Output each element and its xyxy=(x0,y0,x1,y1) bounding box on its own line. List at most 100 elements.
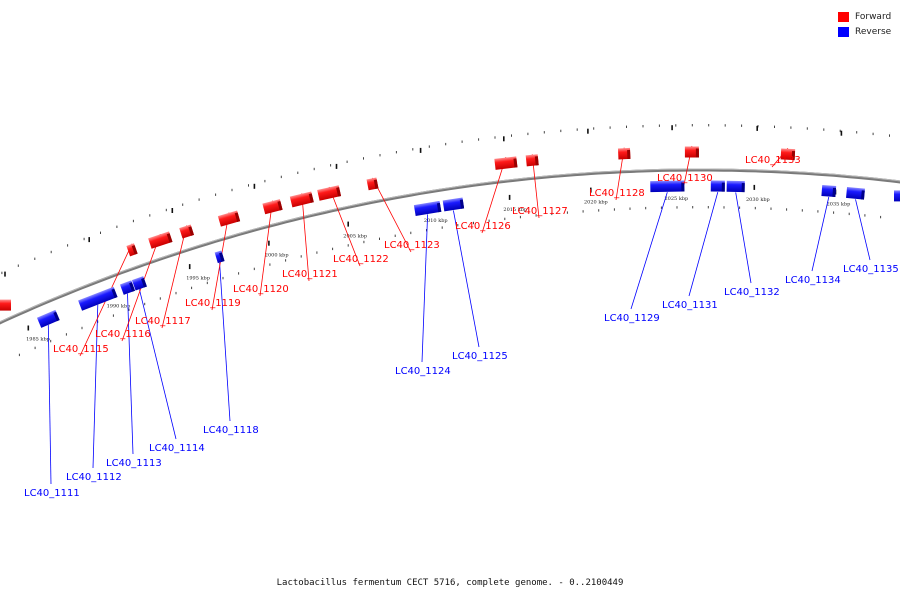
dot-tick-inner xyxy=(582,210,584,213)
major-tick-outer xyxy=(756,125,758,131)
gene-feature-LC40_1122[interactable] xyxy=(317,185,342,201)
leader-line xyxy=(328,186,361,267)
dot-tick-inner xyxy=(598,209,600,212)
dot-tick-inner xyxy=(128,308,130,311)
gene-feature-LC40_1119[interactable] xyxy=(217,210,241,227)
dot-tick-outer xyxy=(428,145,430,148)
forward-swatch xyxy=(838,11,849,22)
tick-label: 2025 kbp xyxy=(665,196,689,202)
dot-tick-outer xyxy=(363,157,364,160)
gene-box-side xyxy=(308,193,314,203)
gene-feature-LC40_1133[interactable] xyxy=(780,148,796,161)
dot-tick-inner xyxy=(410,231,412,235)
leader-line xyxy=(47,324,52,485)
dot-tick-outer xyxy=(280,175,282,179)
leader-line xyxy=(92,304,99,469)
dot-tick-outer xyxy=(790,126,792,129)
gene-feature-LC40_1114[interactable] xyxy=(131,276,147,291)
dot-tick-inner xyxy=(770,207,772,210)
gene-feature-LC40_1135[interactable] xyxy=(846,186,865,200)
gene-feature-LC40_1115[interactable] xyxy=(126,243,138,257)
major-tick-outer xyxy=(587,128,589,134)
gene-feature-LC40_1132[interactable] xyxy=(726,180,745,193)
gene-box-side xyxy=(277,201,283,211)
dot-tick-outer xyxy=(691,124,693,127)
gene-box xyxy=(726,180,745,193)
gene-label-LC40_1126: LC40_1126 xyxy=(455,221,511,232)
gene-box-side xyxy=(234,212,241,222)
gene-box xyxy=(846,186,865,200)
dot-tick-inner xyxy=(65,333,67,336)
gene-feature-LC40_1123[interactable] xyxy=(366,177,379,191)
gene-feature-LC40_1120[interactable] xyxy=(262,199,283,215)
dot-tick-outer xyxy=(856,131,858,134)
dot-tick-outer xyxy=(675,124,677,127)
gene-feature-LC40_1127[interactable] xyxy=(525,154,539,167)
map-title: Lactobacillus fermentum CECT 5716, compl… xyxy=(276,578,624,588)
gene-feature-LC40_1125[interactable] xyxy=(442,197,465,212)
dot-tick-outer xyxy=(724,124,726,127)
dot-tick-inner xyxy=(457,224,459,227)
gene-label-LC40_1124: LC40_1124 xyxy=(395,366,451,377)
gene-feature-LC40_1121[interactable] xyxy=(289,191,314,208)
tick-label: 2035 kbp xyxy=(827,202,851,208)
major-tick-inner xyxy=(188,264,191,270)
gene-box xyxy=(317,185,342,201)
dot-tick-inner xyxy=(332,247,334,251)
gene-feature-LC40_1128[interactable] xyxy=(617,147,631,160)
dot-tick-inner xyxy=(316,251,318,254)
gene-label-LC40_1122: LC40_1122 xyxy=(333,254,389,265)
dot-tick-outer xyxy=(461,140,463,143)
gene-feature-LC40_1129[interactable] xyxy=(650,180,685,193)
dot-tick-outer xyxy=(494,136,496,139)
gene-feature-LC40_1112[interactable] xyxy=(78,286,118,311)
gene-box-side xyxy=(791,151,796,161)
gene-box-side xyxy=(111,288,118,299)
dot-tick-inner xyxy=(379,237,380,240)
dot-tick-inner xyxy=(206,281,208,285)
dot-tick-inner xyxy=(801,209,803,212)
dot-tick-outer xyxy=(264,179,266,183)
legend: Forward Reverse xyxy=(838,9,891,39)
leader-line xyxy=(481,156,507,234)
gene-feature-LC40_1117[interactable] xyxy=(179,224,194,239)
dot-tick-outer xyxy=(527,132,529,136)
gene-feature-LC40_1116[interactable] xyxy=(148,231,173,249)
gene-box xyxy=(289,191,314,208)
dot-tick-inner xyxy=(817,210,819,213)
gene-label-LC40_1120: LC40_1120 xyxy=(233,284,289,295)
gene-label-LC40_1127: LC40_1127 xyxy=(512,206,568,217)
gene-feature-LC40_1111[interactable] xyxy=(36,309,60,328)
gene-box xyxy=(684,146,699,158)
dot-tick-outer xyxy=(774,125,775,128)
leader-line xyxy=(630,192,668,310)
dot-tick-outer xyxy=(412,148,414,151)
gene-feature-LC40_1130[interactable] xyxy=(684,146,699,158)
gene-box xyxy=(36,309,60,328)
gene-box xyxy=(413,200,442,216)
gene-feature-LC40_1113[interactable] xyxy=(119,280,136,295)
gene-box-side xyxy=(695,148,699,158)
dot-tick-inner xyxy=(676,206,678,209)
gene-box-side xyxy=(721,182,725,192)
major-tick-inner xyxy=(590,187,592,193)
leader-line xyxy=(735,192,752,284)
dot-tick-outer xyxy=(609,126,611,129)
gene-feature-LC40_1124[interactable] xyxy=(413,200,442,216)
dot-tick-inner xyxy=(535,214,537,217)
leader-line xyxy=(372,177,412,253)
gene-feature-LC40_1134[interactable] xyxy=(821,184,837,198)
gene-feature-LC40_1131[interactable] xyxy=(710,180,725,192)
gene-feature-LC40_1118[interactable] xyxy=(214,250,225,264)
dot-tick-outer xyxy=(248,184,249,187)
gene-box-side xyxy=(188,226,194,236)
gene-box xyxy=(442,197,465,212)
dot-tick-inner xyxy=(253,267,255,271)
leader-line xyxy=(421,214,428,363)
dot-tick-outer xyxy=(658,124,660,127)
dot-tick-outer xyxy=(806,127,808,130)
gene-box-side xyxy=(534,156,539,166)
gene-box-side xyxy=(860,190,865,200)
gene-feature-LC40_1126[interactable] xyxy=(494,156,518,170)
gene-feature-partial-left xyxy=(0,299,11,311)
